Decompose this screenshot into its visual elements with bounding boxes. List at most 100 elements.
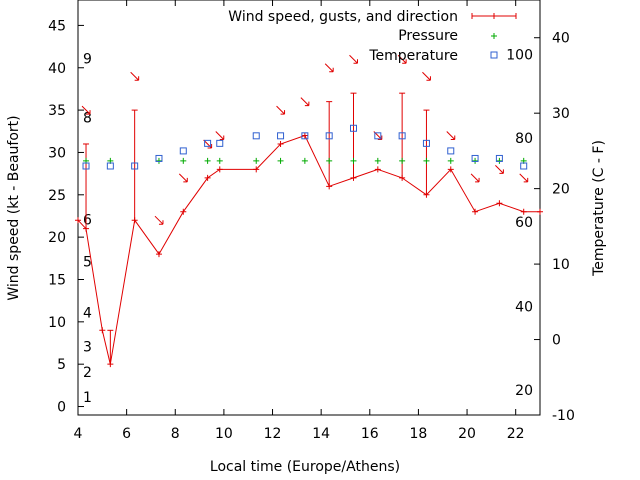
wind-speed-point (216, 166, 223, 173)
fahrenheit-label: 80 (515, 131, 533, 147)
legend-label-wind: Wind speed, gusts, and direction (228, 9, 458, 25)
pressure-point (253, 157, 260, 164)
y2-tick-label: 10 (552, 257, 570, 273)
y2-tick-label: 40 (552, 31, 570, 47)
fahrenheit-label: 100 (506, 47, 533, 63)
pressure-point (496, 157, 503, 164)
x-tick-label: 6 (122, 426, 131, 442)
wind-direction-arrow (349, 54, 358, 64)
wind-speed-point (496, 200, 503, 207)
beaufort-label: 2 (83, 365, 92, 381)
wind-speed-point (99, 327, 106, 334)
y-tick-label: 40 (48, 61, 66, 77)
fahrenheit-label: 40 (515, 299, 533, 315)
temperature-point (447, 147, 455, 155)
y-tick-label: 5 (57, 357, 66, 373)
temperature-point (349, 124, 357, 132)
wind-direction-arrow (300, 97, 310, 107)
wind-speed-point (277, 140, 284, 147)
pressure-point (447, 157, 454, 164)
beaufort-label: 8 (83, 111, 92, 127)
temperature-point (179, 147, 187, 155)
y2-axis-label: Temperature (C - F) (591, 140, 607, 277)
wind-speed-point (472, 208, 479, 215)
y2-tick-label: 20 (552, 182, 570, 198)
wind-speed-point (75, 217, 81, 224)
wind-speed-point (155, 251, 162, 258)
wind-direction-arrow (215, 131, 225, 141)
y-tick-label: 35 (48, 103, 66, 119)
y-tick-label: 30 (48, 145, 66, 161)
y2-tick-label: 0 (552, 333, 561, 349)
y-axis-label: Wind speed (kt - Beaufort) (6, 115, 22, 300)
wind-direction-arrow (446, 131, 456, 141)
temperature-point (106, 162, 114, 170)
y-tick-label: 0 (57, 400, 66, 416)
pressure-point (350, 157, 357, 164)
wind-speed-point (301, 132, 308, 139)
wind-direction-arrow (276, 105, 286, 115)
temperature-point (520, 162, 528, 170)
y-tick-label: 15 (48, 272, 66, 288)
legend-swatch-wind-point (491, 13, 497, 19)
pressure-point (326, 157, 333, 164)
wind-direction-arrow (397, 54, 407, 64)
pressure-point (155, 157, 162, 164)
pressure-point (374, 157, 381, 164)
temperature-point (204, 139, 212, 147)
temperature-point (252, 132, 260, 140)
y-tick-label: 10 (48, 315, 66, 331)
pressure-point (216, 157, 223, 164)
pressure-point (301, 157, 308, 164)
pressure-point (399, 157, 406, 164)
x-tick-label: 18 (410, 426, 428, 442)
wind-direction-arrow (81, 105, 91, 115)
wind-direction-arrow (422, 71, 431, 81)
x-tick-label: 4 (74, 426, 83, 442)
temperature-point (155, 154, 163, 162)
wind-direction-arrow (519, 173, 529, 183)
series-layer (75, 54, 543, 368)
temperature-point (374, 132, 382, 140)
temperature-point (216, 139, 224, 147)
y-tick-label: 20 (48, 230, 66, 246)
wind-speed-point (204, 174, 211, 181)
wind-direction-arrow (495, 165, 504, 174)
temperature-point (495, 154, 503, 162)
temperature-point (131, 162, 139, 170)
temperature-point (398, 132, 406, 140)
legend-swatch-pressure (491, 33, 497, 39)
legend-label-temperature: Temperature (368, 48, 458, 64)
wind-direction-arrow (130, 71, 140, 81)
temperature-point (471, 154, 479, 162)
pressure-point (423, 157, 430, 164)
temperature-point (82, 162, 90, 170)
y-tick-label: 25 (48, 188, 66, 204)
wind-speed-point (537, 208, 543, 215)
y-tick-label: 45 (48, 18, 66, 34)
fahrenheit-label: 20 (515, 383, 533, 399)
wind-speed-point (180, 208, 187, 215)
beaufort-label: 9 (83, 51, 92, 67)
x-tick-label: 22 (507, 426, 525, 442)
legend-swatch-temperature (490, 51, 498, 59)
wind-speed-point (253, 166, 260, 173)
x-tick-label: 12 (264, 426, 282, 442)
wind-direction-arrow (178, 173, 188, 183)
x-tick-label: 20 (458, 426, 476, 442)
axis-ticks: 4 6 8 10 12 14 16 18 20 22051015202530354045-1001… (48, 0, 575, 442)
x-tick-label: 8 (171, 426, 180, 442)
wind-direction-arrow (324, 63, 334, 73)
temperature-point (325, 132, 333, 140)
fahrenheit-label: 60 (515, 215, 533, 231)
beaufort-label: 3 (83, 339, 92, 355)
x-axis-label: Local time (Europe/Athens) (210, 459, 400, 475)
legend: Wind speed, gusts, and direction Pressur… (228, 9, 517, 64)
wind-speed-point (520, 208, 527, 215)
x-tick-label: 16 (361, 426, 379, 442)
wind-speed-point (374, 166, 381, 173)
x-tick-label: 10 (215, 426, 233, 442)
y2-tick-label: 30 (552, 106, 570, 122)
pressure-point (472, 157, 479, 164)
